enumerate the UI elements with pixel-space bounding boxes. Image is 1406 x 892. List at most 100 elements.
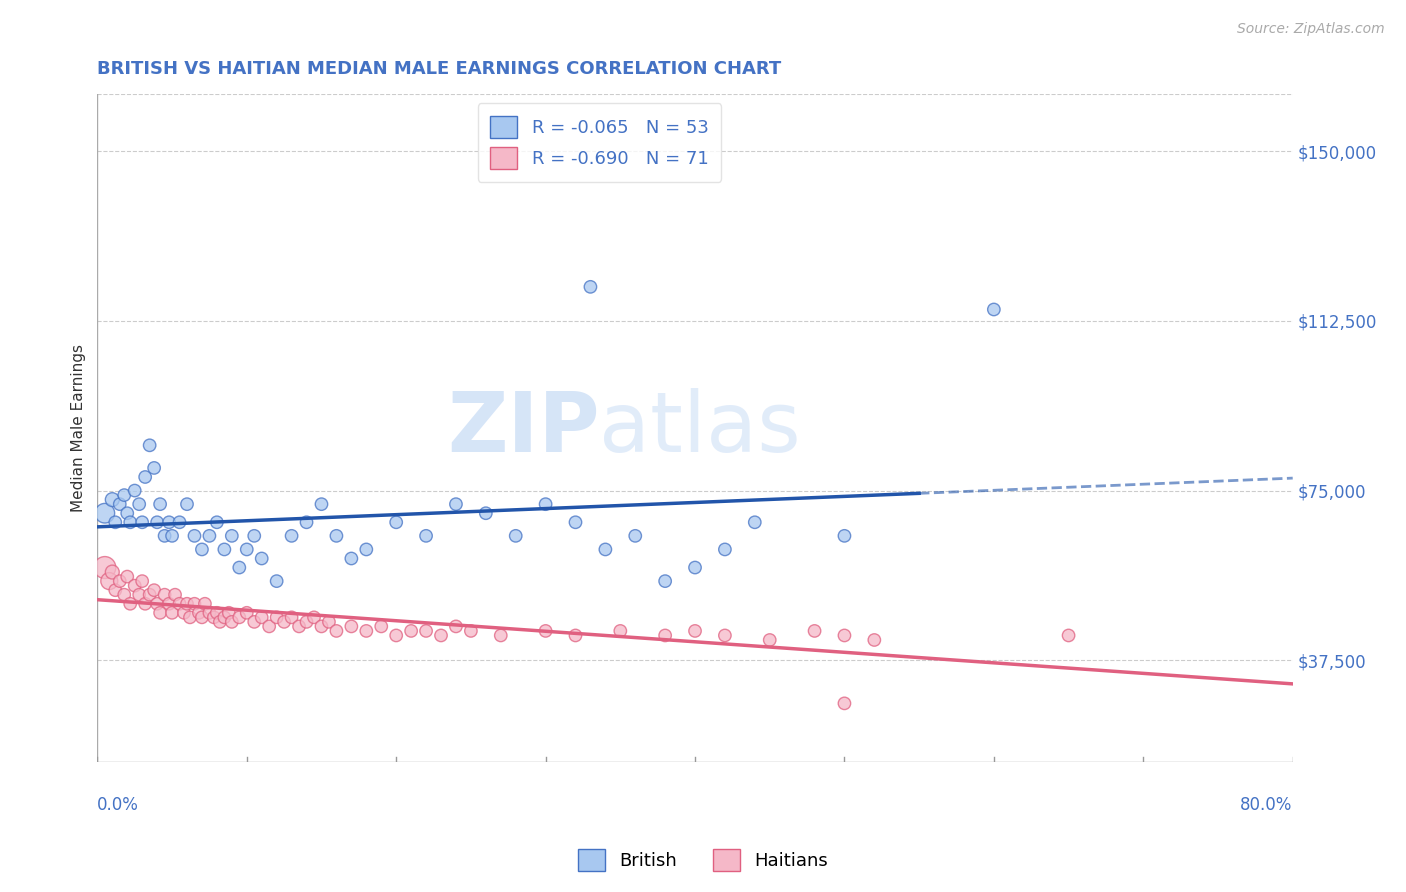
Point: [863, 632, 886, 647]
Point: [356, 542, 378, 557]
Point: [243, 615, 266, 629]
Point: [128, 497, 150, 511]
Point: [273, 615, 295, 629]
Point: [101, 492, 124, 507]
Point: [325, 624, 347, 638]
Text: atlas: atlas: [599, 388, 801, 469]
Point: [191, 542, 214, 557]
Point: [160, 529, 183, 543]
Point: [214, 610, 236, 624]
Point: [205, 516, 228, 530]
Point: [489, 628, 512, 642]
Point: [183, 529, 205, 543]
Point: [758, 632, 780, 647]
Point: [131, 574, 153, 588]
Point: [243, 529, 266, 543]
Point: [1057, 628, 1080, 642]
Point: [131, 516, 153, 530]
Point: [112, 488, 135, 502]
Point: [311, 497, 333, 511]
Point: [205, 606, 228, 620]
Point: [295, 516, 318, 530]
Point: [803, 624, 825, 638]
Point: [194, 597, 217, 611]
Point: [295, 615, 318, 629]
Point: [714, 628, 737, 642]
Point: [221, 529, 243, 543]
Point: [94, 560, 117, 574]
Point: [318, 615, 340, 629]
Point: [146, 597, 169, 611]
Point: [134, 470, 156, 484]
Point: [460, 624, 482, 638]
Point: [153, 529, 176, 543]
Text: 0.0%: 0.0%: [97, 796, 139, 814]
Point: [683, 624, 706, 638]
Point: [534, 497, 557, 511]
Point: [157, 516, 180, 530]
Point: [98, 574, 121, 588]
Point: [385, 628, 408, 642]
Point: [609, 624, 631, 638]
Point: [104, 583, 127, 598]
Legend: R = -0.065   N = 53, R = -0.690   N = 71: R = -0.065 N = 53, R = -0.690 N = 71: [478, 103, 721, 182]
Point: [534, 624, 557, 638]
Point: [236, 542, 259, 557]
Point: [624, 529, 647, 543]
Point: [160, 606, 183, 620]
Point: [183, 597, 205, 611]
Point: [415, 624, 437, 638]
Point: [143, 461, 166, 475]
Point: [218, 606, 240, 620]
Point: [415, 529, 437, 543]
Point: [834, 628, 856, 642]
Point: [654, 628, 676, 642]
Point: [444, 619, 467, 633]
Point: [169, 516, 191, 530]
Text: ZIP: ZIP: [447, 388, 599, 469]
Point: [134, 597, 156, 611]
Point: [101, 565, 124, 579]
Point: [595, 542, 617, 557]
Point: [744, 516, 766, 530]
Point: [221, 615, 243, 629]
Point: [124, 483, 146, 498]
Point: [108, 497, 131, 511]
Point: [228, 560, 250, 574]
Point: [138, 588, 160, 602]
Point: [288, 619, 311, 633]
Point: [228, 610, 250, 624]
Point: [198, 529, 221, 543]
Point: [325, 529, 347, 543]
Point: [153, 588, 176, 602]
Point: [124, 579, 146, 593]
Point: [834, 697, 856, 711]
Point: [120, 516, 142, 530]
Text: Source: ZipAtlas.com: Source: ZipAtlas.com: [1237, 22, 1385, 37]
Point: [157, 597, 180, 611]
Point: [165, 588, 187, 602]
Point: [564, 628, 586, 642]
Point: [214, 542, 236, 557]
Point: [250, 551, 273, 566]
Point: [340, 551, 363, 566]
Point: [311, 619, 333, 633]
Point: [176, 597, 198, 611]
Point: [208, 615, 231, 629]
Point: [198, 606, 221, 620]
Legend: British, Haitians: British, Haitians: [571, 842, 835, 879]
Point: [399, 624, 422, 638]
Point: [340, 619, 363, 633]
Point: [385, 516, 408, 530]
Point: [236, 606, 259, 620]
Point: [120, 597, 142, 611]
Point: [444, 497, 467, 511]
Text: BRITISH VS HAITIAN MEDIAN MALE EARNINGS CORRELATION CHART: BRITISH VS HAITIAN MEDIAN MALE EARNINGS …: [97, 60, 782, 78]
Point: [191, 610, 214, 624]
Point: [176, 497, 198, 511]
Point: [115, 506, 138, 520]
Point: [430, 628, 453, 642]
Point: [169, 597, 191, 611]
Point: [714, 542, 737, 557]
Point: [654, 574, 676, 588]
